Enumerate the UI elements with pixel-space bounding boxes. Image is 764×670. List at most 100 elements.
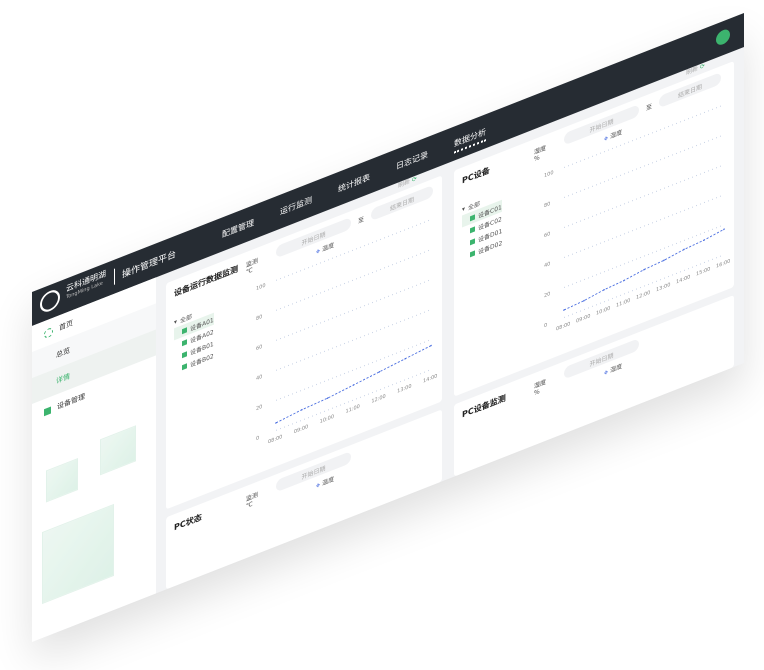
tree-toggle-icon: ▾ xyxy=(462,204,466,213)
legend-label: 温度 xyxy=(322,241,335,254)
line-chart: 100 80 60 40 20 0 08:00 09:00 10:00 11:00 12:00 13:… xyxy=(544,104,730,333)
data-point xyxy=(583,299,585,302)
x-tick-label: 11:00 xyxy=(616,298,630,309)
y-tick-label: 60 xyxy=(256,344,262,352)
label: 详情 xyxy=(56,372,70,386)
x-tick-label: 10:00 xyxy=(596,305,610,316)
dashboard-window: 云科通明湖 TongMing Lake 操作管理平台 配置管理 运行监测 统计报表… xyxy=(32,12,744,642)
y-tick-label: 80 xyxy=(256,314,262,322)
sidebar: 首页 总览 详情 设备管理 xyxy=(32,277,156,642)
nav-item[interactable]: 配置管理 xyxy=(222,217,254,240)
gridline xyxy=(276,339,431,401)
label: 设备管理 xyxy=(57,392,85,412)
gridline xyxy=(564,254,724,319)
y-tick-label: 20 xyxy=(544,291,550,299)
gridline xyxy=(564,104,724,169)
refresh-icon: ⟳ xyxy=(698,62,705,72)
device-tree: ▾ 全部 设备A01 设备A02 设备B01 设备B02 xyxy=(174,301,214,377)
metric-value: ℃ xyxy=(246,500,253,511)
metric-value: % xyxy=(534,388,540,398)
device-icon xyxy=(182,326,187,334)
nav-item-active[interactable]: 数据分析 xyxy=(454,126,486,154)
avatar[interactable] xyxy=(716,27,730,47)
y-tick-label: 100 xyxy=(544,170,554,180)
chart-legend: ⟡ 温度 xyxy=(316,474,334,491)
logo-icon xyxy=(40,287,60,315)
x-tick-label: 09:00 xyxy=(294,424,308,435)
decorative-cube xyxy=(100,425,136,476)
series-line xyxy=(275,345,432,424)
x-tick-label: 13:00 xyxy=(397,383,411,394)
x-tick-label: 09:00 xyxy=(576,313,590,324)
card-title: PC设备 xyxy=(462,165,490,186)
x-tick-label: 14:00 xyxy=(423,373,437,384)
app-title: 操作管理平台 xyxy=(122,249,177,281)
gridline xyxy=(564,194,724,259)
metric-value: % xyxy=(534,154,540,164)
gridline xyxy=(564,224,724,289)
card-title: 设备运行数据监测 xyxy=(174,264,238,299)
date-end-input[interactable]: 结束日期 xyxy=(371,184,433,222)
refresh-label: 刷新 xyxy=(686,64,699,77)
data-point xyxy=(326,397,329,399)
device-tree: ▾ 全部 设备C01 设备C02 设备D01 设备D02 xyxy=(462,188,503,264)
refresh-icon: ⟳ xyxy=(410,175,417,185)
x-tick-label: 15:00 xyxy=(696,266,710,277)
x-tick-label: 14:00 xyxy=(676,274,690,285)
x-tick-label: 11:00 xyxy=(346,404,360,415)
refresh-label: 刷新 xyxy=(398,177,411,190)
y-tick-label: 40 xyxy=(256,374,262,382)
device-icon xyxy=(182,338,187,346)
gridline xyxy=(276,279,431,341)
x-tick-label: 08:00 xyxy=(268,434,282,445)
gridline xyxy=(564,134,724,199)
y-tick-label: 40 xyxy=(544,261,550,269)
nav-item[interactable]: 运行监测 xyxy=(280,195,312,217)
y-tick-label: 80 xyxy=(544,201,550,209)
y-tick-label: 20 xyxy=(256,404,262,412)
device-icon xyxy=(470,237,475,245)
device-icon xyxy=(470,249,475,257)
label: 总览 xyxy=(56,346,70,360)
card-pc-devices: PC设备 湿度% 开始日期 ⟡ 湿度至结束日期 刷新 ⟳ ▾ 全部 设备C01 设备C02 设备D… xyxy=(454,60,734,397)
nav-item[interactable]: 日志记录 xyxy=(396,149,428,172)
metric-value: ℃ xyxy=(246,266,253,277)
ring-icon xyxy=(44,326,53,339)
x-tick-label: 08:00 xyxy=(556,321,570,332)
y-tick-label: 100 xyxy=(256,283,266,293)
chart-legend: ⟡ 湿度 xyxy=(604,127,622,144)
tree-toggle-icon: ▾ xyxy=(174,317,178,326)
date-separator: 至 xyxy=(646,103,653,113)
chart-legend: ⟡ 湿度 xyxy=(604,361,622,378)
legend-label: 温度 xyxy=(322,475,335,488)
square-icon xyxy=(44,406,51,416)
card-device-monitor: 设备运行数据监测 监测 ℃ 开始日期 ⟡ 温度至结束日期 刷新 ⟳ ▾ 全部 设备A01 设备A0… xyxy=(166,175,442,510)
date-end-input[interactable]: 结束日期 xyxy=(659,71,721,109)
x-tick-label: 12:00 xyxy=(371,394,385,405)
divider xyxy=(114,268,115,285)
x-tick-label: 13:00 xyxy=(656,282,670,293)
y-tick-label: 60 xyxy=(544,231,550,239)
device-icon xyxy=(182,350,187,358)
nav-item[interactable]: 统计报表 xyxy=(338,172,370,195)
y-tick-label: 0 xyxy=(256,435,259,442)
gridline xyxy=(276,369,431,431)
gridline xyxy=(564,164,724,229)
label: 首页 xyxy=(59,318,73,333)
device-icon xyxy=(470,213,475,221)
x-tick-label: 10:00 xyxy=(320,414,334,425)
device-icon xyxy=(470,225,475,233)
gridline xyxy=(276,219,431,281)
decorative-cube xyxy=(46,457,78,503)
brand: 云科通明湖 TongMing Lake xyxy=(66,269,106,303)
chart-legend: ⟡ 温度 xyxy=(316,240,334,257)
legend-label: 湿度 xyxy=(610,128,623,141)
y-tick-label: 0 xyxy=(544,322,547,329)
gridline xyxy=(276,249,431,311)
date-separator: 至 xyxy=(358,215,365,226)
x-tick-label: 16:00 xyxy=(716,258,730,269)
line-chart: 100 80 60 40 20 0 08:00 09:00 10:00 11:00 12:00 13:… xyxy=(256,219,437,445)
device-icon xyxy=(182,362,187,370)
series-line xyxy=(563,228,725,311)
decorative-cube xyxy=(42,503,114,605)
